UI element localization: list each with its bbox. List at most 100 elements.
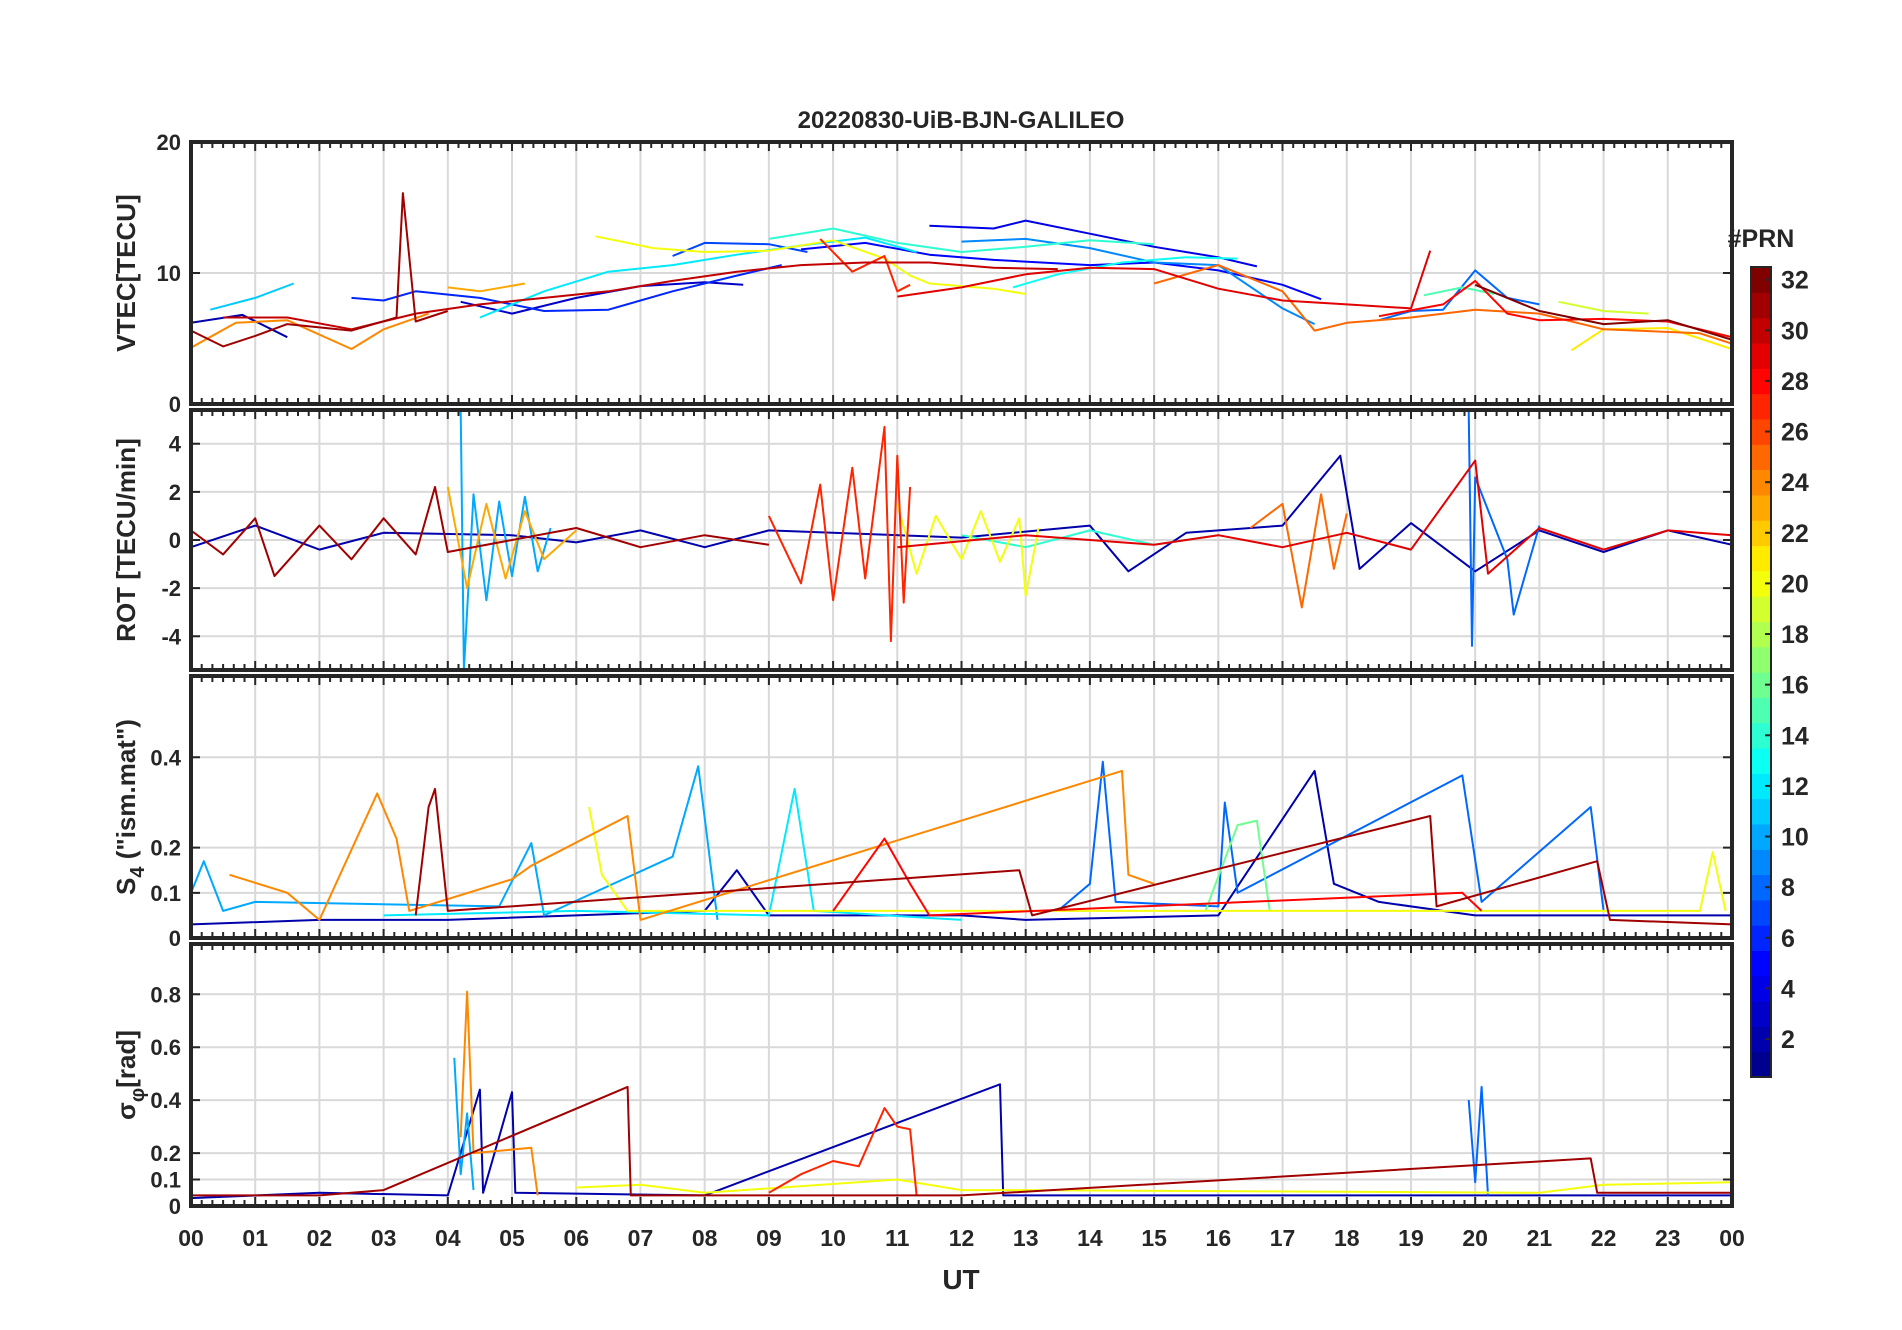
series-group	[191, 192, 1732, 352]
series-line-prn-20	[576, 1178, 1732, 1194]
series-line-prn-25	[1153, 264, 1732, 345]
y-axis-label: ROT [TECU/min]	[111, 438, 141, 642]
x-axis-label: UT	[942, 1264, 979, 1295]
y-tick-label: 0.2	[150, 836, 181, 861]
panel-frame	[189, 674, 1734, 940]
colorbar-frame	[1750, 266, 1772, 1078]
colorbar-swatch	[1751, 520, 1771, 547]
series-line-prn-31	[191, 486, 770, 578]
x-tick-label: 16	[1206, 1225, 1232, 1251]
colorbar-tick-label: 24	[1781, 469, 1809, 497]
panel-s4: 0 0.1 0.2 0.4S4 ("ism.mat")	[111, 674, 1734, 951]
series-line-prn-12	[383, 787, 962, 921]
y-tick-label: 20	[157, 130, 181, 155]
series-line-prn-2	[191, 769, 1732, 926]
x-tick-label: 00	[178, 1225, 204, 1251]
colorbar-swatch	[1751, 747, 1771, 774]
series-line-prn-10	[459, 410, 552, 670]
series-line-prn-21	[1570, 327, 1732, 352]
colorbar-swatch	[1751, 1001, 1771, 1027]
colorbar-swatch	[1751, 545, 1771, 572]
y-tick-label: 0	[169, 528, 181, 553]
series-line-prn-32	[1474, 283, 1732, 341]
x-tick-label: 00	[1719, 1225, 1745, 1251]
series-line-prn-24	[229, 769, 1155, 921]
series-group	[191, 990, 1732, 1200]
x-tick-label: 19	[1398, 1225, 1424, 1251]
colorbar-swatch	[1751, 975, 1771, 1002]
y-ticks	[191, 442, 1732, 638]
series-line-prn-20	[588, 806, 1727, 912]
colorbar-tick-label: 20	[1781, 570, 1809, 598]
y-tick-label: 0.4	[150, 1088, 181, 1113]
y-tick-label: -4	[161, 624, 181, 649]
x-tick-label: 22	[1591, 1225, 1617, 1251]
colorbar-tick-label: 32	[1781, 267, 1809, 295]
y-tick-label: 0.1	[150, 881, 181, 906]
colorbar-swatch	[1751, 697, 1771, 724]
series-line-prn-13	[1012, 256, 1238, 289]
colorbar-swatch	[1751, 267, 1771, 293]
series-line-prn-8	[1467, 1085, 1489, 1196]
x-tick-label: 12	[949, 1225, 975, 1251]
colorbar-swatch	[1751, 849, 1771, 876]
colorbar-tick-label: 16	[1781, 672, 1809, 700]
colorbar-swatch	[1751, 722, 1771, 749]
series-line-prn-23	[447, 282, 526, 293]
series-line-prn-23	[446, 486, 577, 590]
series-line-prn-10	[191, 765, 719, 921]
y-tick-label: 0	[169, 926, 181, 951]
series-line-prn-29	[897, 250, 1432, 310]
x-tick-label: 02	[307, 1225, 333, 1251]
series-line-prn-31	[191, 1085, 1732, 1197]
series-group	[191, 410, 1732, 670]
colorbar-swatch	[1751, 317, 1771, 344]
x-tick-label: 07	[628, 1225, 654, 1251]
x-tick-labels: 00 01 02 03 04 05 06 07 08 09 10 11 12 13 14 15 16 17 18 19…	[178, 1225, 1745, 1251]
colorbar-tick-label: 12	[1781, 773, 1809, 801]
series-line-prn-2	[191, 1083, 1732, 1200]
series-line-prn-29	[897, 459, 1732, 575]
series-line-prn-2	[191, 454, 1732, 573]
panel-frame	[189, 140, 1734, 406]
colorbar-swatch	[1751, 342, 1771, 369]
series-line-prn-27	[767, 425, 912, 643]
panel-frame	[189, 408, 1734, 672]
colorbar-swatch	[1751, 823, 1771, 850]
y-tick-label: 0	[169, 392, 181, 417]
series-line-prn-27	[768, 1107, 918, 1196]
series-line-prn-20	[595, 235, 1026, 295]
colorbar-tick-label: 2	[1781, 1026, 1795, 1054]
colorbar-swatch	[1751, 950, 1771, 977]
colorbar-swatch	[1751, 570, 1771, 597]
colorbar-title: #PRN	[1728, 225, 1795, 253]
y-tick-label: 2	[169, 480, 181, 505]
y-tick-label: 0.8	[150, 982, 181, 1007]
colorbar-swatch	[1751, 899, 1771, 926]
series-line-prn-14	[768, 227, 1155, 253]
series-line-prn-28	[1378, 279, 1732, 339]
colorbar-swatch	[1751, 368, 1771, 395]
colorbar-tick-label: 28	[1781, 368, 1809, 396]
colorbar-swatch	[1751, 621, 1771, 648]
x-tick-label: 08	[692, 1225, 718, 1251]
series-line-prn-10	[453, 1057, 475, 1191]
colorbar-tick-label: 8	[1781, 874, 1795, 902]
panel-rot: -4 -2 0 2 4 ROT [TECU/min]	[111, 408, 1734, 672]
y-tick-label: 4	[169, 432, 182, 457]
series-line-prn-8	[1378, 269, 1540, 322]
series-line-prn-5	[800, 241, 1322, 301]
colorbar-tick-label: 30	[1781, 317, 1809, 345]
x-tick-label: 03	[371, 1225, 397, 1251]
series-line-prn-28	[832, 837, 1483, 917]
colorbar-swatch	[1751, 292, 1771, 319]
series-line-prn-6	[351, 264, 782, 312]
colorbar-tick-label: 6	[1781, 925, 1795, 953]
series-line-prn-20	[896, 503, 1040, 597]
series-line-prn-31	[191, 192, 449, 348]
colorbar-swatch	[1751, 393, 1771, 420]
colorbar-tick-label: 4	[1781, 975, 1795, 1003]
x-tick-label: 11	[885, 1225, 910, 1251]
